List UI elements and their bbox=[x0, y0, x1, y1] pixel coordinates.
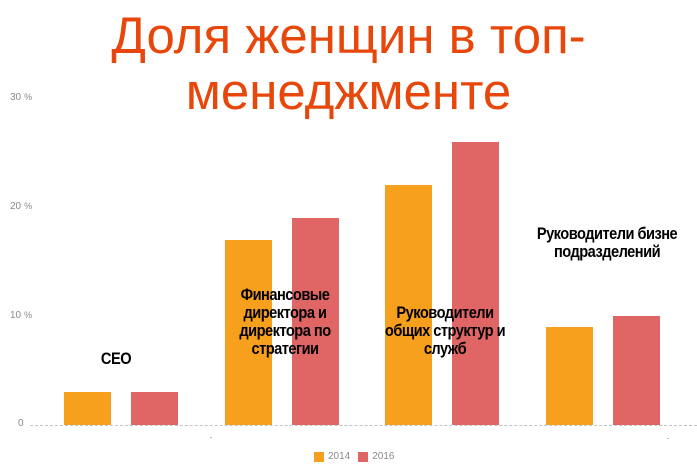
legend-item-2016[interactable]: 2016 bbox=[358, 451, 395, 462]
legend: 2014 2016 bbox=[314, 451, 403, 462]
bar-business-2014 bbox=[546, 327, 593, 425]
y-tick-0: 0 bbox=[18, 418, 24, 429]
chart-title-line-2: менеджменте bbox=[185, 63, 512, 120]
bar-fin-2014 bbox=[225, 240, 272, 425]
x-axis-baseline bbox=[30, 425, 697, 426]
chart-title: Доля женщин в топ- менеджменте bbox=[0, 8, 697, 120]
legend-swatch-2014 bbox=[314, 451, 324, 462]
legend-swatch-2016 bbox=[358, 451, 369, 462]
x-tick-mark bbox=[667, 438, 669, 439]
bar-ceo-2014 bbox=[64, 392, 111, 425]
bar-general-2016 bbox=[452, 142, 499, 425]
bar-general-2014 bbox=[385, 185, 432, 425]
category-label-business: Руководители бизне подразделений bbox=[536, 224, 678, 261]
y-tick-20: 20% bbox=[10, 201, 33, 212]
y-tick-10: 10% bbox=[10, 310, 33, 321]
y-tick-30: 30% bbox=[10, 92, 33, 103]
category-label-finance: Финансовые директора и директора по стра… bbox=[239, 285, 331, 358]
legend-item-2014[interactable]: 2014 bbox=[314, 451, 350, 462]
bar-ceo-2016 bbox=[131, 392, 178, 425]
x-tick-mark bbox=[210, 437, 212, 438]
chart-title-line-1: Доля женщин в топ- bbox=[111, 7, 586, 64]
category-label-ceo: CEO bbox=[100, 349, 132, 368]
bar-business-2016 bbox=[613, 316, 660, 425]
category-label-general: Руководители общих структур и служб bbox=[384, 303, 506, 358]
bar-fin-2016 bbox=[292, 218, 339, 425]
